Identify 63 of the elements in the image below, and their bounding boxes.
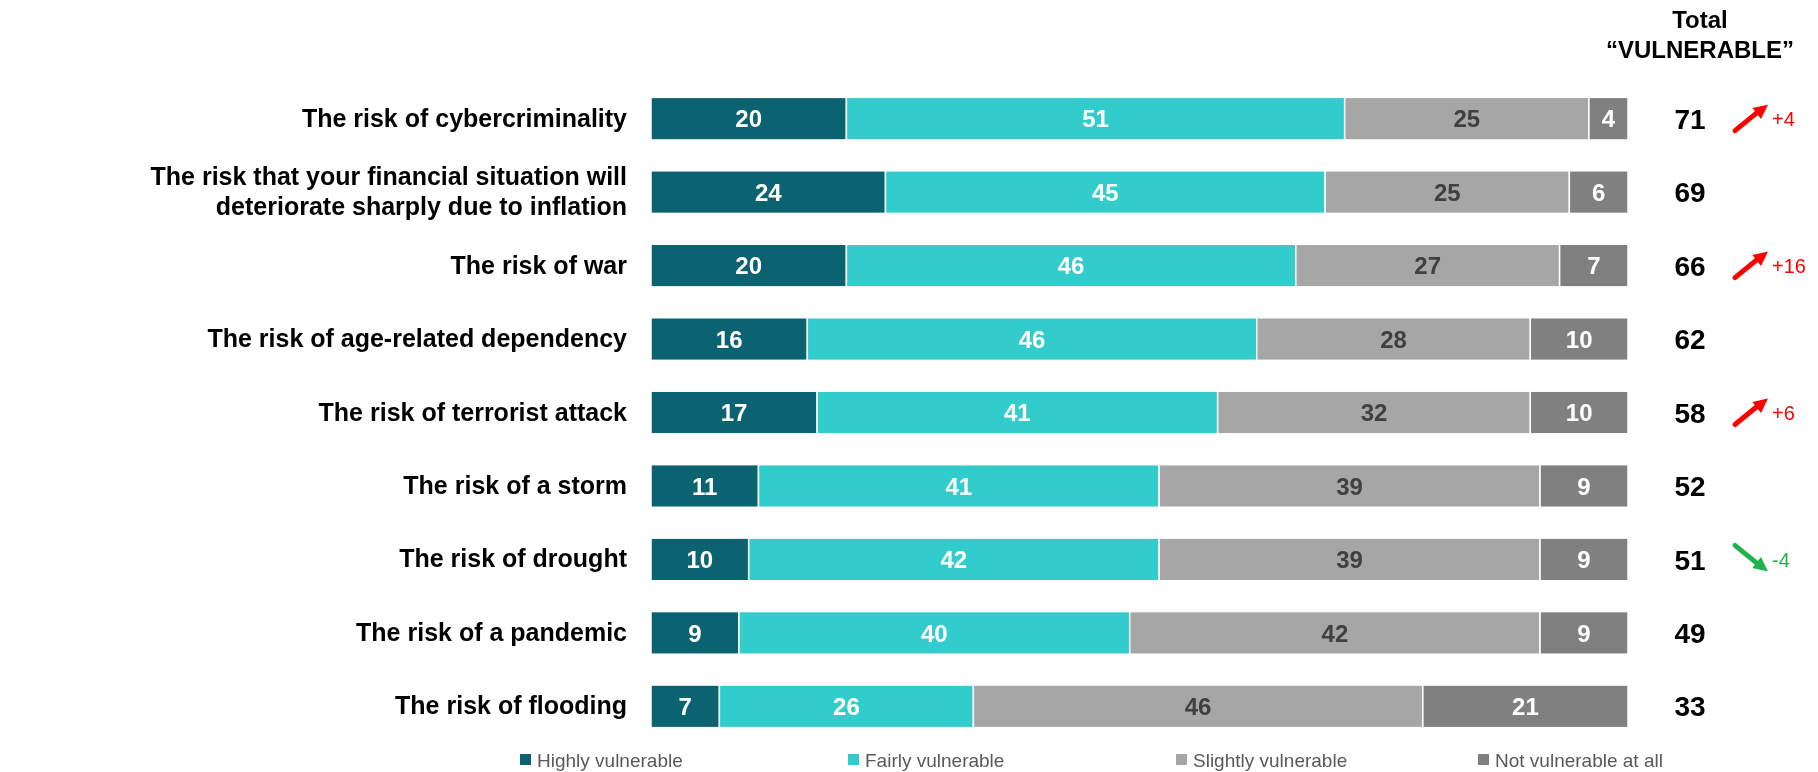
y-tick-label: The risk of flooding [395, 691, 627, 720]
text: 51 [1674, 544, 1706, 576]
data-label: 16 [715, 325, 743, 353]
data-label: 11 [692, 472, 718, 500]
text: +6 [1772, 401, 1795, 424]
data-label: 10 [1565, 399, 1593, 427]
text: Total “VULNERABLE” [1605, 6, 1795, 63]
data-label: 10 [686, 546, 714, 574]
data-label: 46 [1018, 325, 1046, 353]
data-label: 40 [920, 619, 948, 647]
data-label: 25 [1433, 178, 1461, 206]
data-label: 25 [1453, 105, 1481, 133]
legend-label: Slightly vulnerable [1193, 749, 1348, 771]
legend-label: Highly vulnerable [537, 749, 683, 771]
text: 62 [1674, 324, 1706, 356]
text: 66 [1674, 250, 1706, 282]
data-label: 20 [735, 252, 763, 280]
data-label: 51 [1082, 105, 1109, 133]
text: 58 [1674, 397, 1706, 429]
data-label: 42 [1321, 619, 1349, 647]
legend-label: Fairly vulnerable [865, 749, 1005, 771]
text: 71 [1674, 103, 1706, 135]
y-tick-label: The risk of war [450, 250, 628, 279]
legend-label: Not vulnerable at all [1495, 749, 1663, 771]
data-label: 17 [720, 399, 748, 427]
data-label: 9 [1577, 619, 1591, 647]
y-tick-label: The risk that your financial situation will deteriorate sharply due to inflation [150, 162, 627, 221]
data-label: 6 [1592, 178, 1606, 206]
data-label: 39 [1336, 546, 1363, 574]
text: +4 [1772, 107, 1795, 130]
data-label: 46 [1057, 252, 1085, 280]
text: 33 [1674, 691, 1706, 723]
data-label: 41 [1004, 399, 1031, 427]
data-label: 46 [1184, 692, 1212, 720]
data-label: 26 [833, 692, 860, 720]
data-label: 4 [1601, 105, 1616, 133]
data-label: 24 [754, 178, 783, 206]
data-label: 7 [678, 692, 692, 720]
data-label: 21 [1512, 692, 1539, 720]
data-label: 42 [940, 546, 968, 574]
data-label: 27 [1414, 252, 1442, 280]
text: 69 [1674, 177, 1706, 209]
y-tick-label: The risk of age-related dependency [207, 324, 628, 353]
text: 49 [1674, 617, 1706, 649]
y-tick-label: The risk of terrorist attack [318, 397, 628, 426]
data-label: 7 [1587, 252, 1601, 280]
data-label: 32 [1360, 399, 1388, 427]
y-tick-label: The risk of a pandemic [356, 617, 628, 646]
y-tick-label: The risk of cybercriminality [301, 103, 628, 132]
data-label: 20 [735, 105, 763, 133]
data-label: 9 [1577, 546, 1591, 574]
data-label: 39 [1336, 472, 1363, 500]
text: +16 [1772, 254, 1806, 277]
text: -4 [1772, 548, 1790, 571]
data-label: 9 [1577, 472, 1591, 500]
y-tick-label: The risk of a storm [403, 470, 627, 499]
data-label: 10 [1565, 325, 1593, 353]
data-label: 9 [688, 619, 702, 647]
data-label: 41 [945, 472, 973, 500]
text: 52 [1674, 471, 1706, 503]
data-label: 45 [1091, 178, 1119, 206]
data-label: 28 [1380, 325, 1407, 353]
y-tick-label: The risk of drought [399, 544, 628, 573]
